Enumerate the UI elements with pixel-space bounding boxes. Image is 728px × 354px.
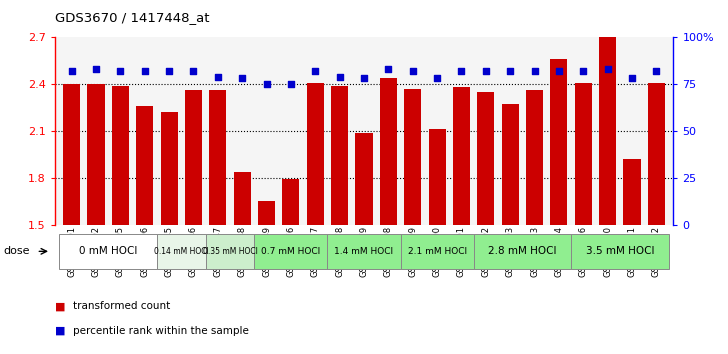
Text: 2.1 mM HOCl: 2.1 mM HOCl — [408, 247, 467, 256]
Text: dose: dose — [4, 246, 30, 256]
Bar — [210, 90, 226, 225]
Text: percentile rank within the sample: percentile rank within the sample — [73, 326, 249, 336]
Bar — [404, 89, 422, 225]
Text: 1.4 mM HOCl: 1.4 mM HOCl — [334, 247, 394, 256]
Point — [577, 68, 589, 74]
Point — [237, 76, 248, 81]
Point — [163, 68, 175, 74]
Text: 0.14 mM HOCl: 0.14 mM HOCl — [154, 247, 209, 256]
Bar — [429, 130, 446, 225]
Point — [90, 66, 102, 72]
Bar — [136, 106, 154, 225]
Point — [382, 66, 394, 72]
Point — [602, 66, 614, 72]
Bar — [258, 201, 275, 225]
Point — [139, 68, 151, 74]
Point — [626, 76, 638, 81]
Bar — [550, 59, 567, 225]
Bar — [478, 92, 494, 225]
Point — [285, 81, 297, 87]
Bar — [87, 84, 105, 225]
Bar — [331, 86, 348, 225]
Point — [358, 76, 370, 81]
Bar — [623, 159, 641, 225]
Bar — [161, 112, 178, 225]
Text: 0 mM HOCl: 0 mM HOCl — [79, 246, 138, 256]
Bar — [574, 82, 592, 225]
Bar — [453, 87, 470, 225]
Bar — [185, 90, 202, 225]
Bar — [526, 90, 543, 225]
Point — [407, 68, 419, 74]
Text: ■: ■ — [55, 301, 65, 311]
Point — [651, 68, 662, 74]
Bar — [380, 78, 397, 225]
Point — [431, 76, 443, 81]
Text: ■: ■ — [55, 326, 65, 336]
Bar — [502, 104, 518, 225]
Point — [261, 81, 272, 87]
Bar — [282, 179, 299, 225]
Point — [334, 74, 346, 79]
Text: 3.5 mM HOCl: 3.5 mM HOCl — [585, 246, 654, 256]
Point — [212, 74, 223, 79]
Text: 0.35 mM HOCl: 0.35 mM HOCl — [202, 247, 258, 256]
Point — [66, 68, 77, 74]
Text: transformed count: transformed count — [73, 301, 170, 311]
Bar — [63, 84, 80, 225]
Text: 2.8 mM HOCl: 2.8 mM HOCl — [488, 246, 557, 256]
Bar — [599, 37, 616, 225]
Point — [456, 68, 467, 74]
Bar — [112, 86, 129, 225]
Point — [188, 68, 199, 74]
Point — [553, 68, 565, 74]
Point — [309, 68, 321, 74]
Point — [114, 68, 126, 74]
Bar — [355, 132, 373, 225]
Text: 0.7 mM HOCl: 0.7 mM HOCl — [261, 247, 320, 256]
Point — [529, 68, 540, 74]
Point — [505, 68, 516, 74]
Text: GDS3670 / 1417448_at: GDS3670 / 1417448_at — [55, 11, 209, 24]
Point — [480, 68, 491, 74]
Bar — [648, 82, 665, 225]
Bar — [306, 82, 324, 225]
Bar — [234, 172, 250, 225]
